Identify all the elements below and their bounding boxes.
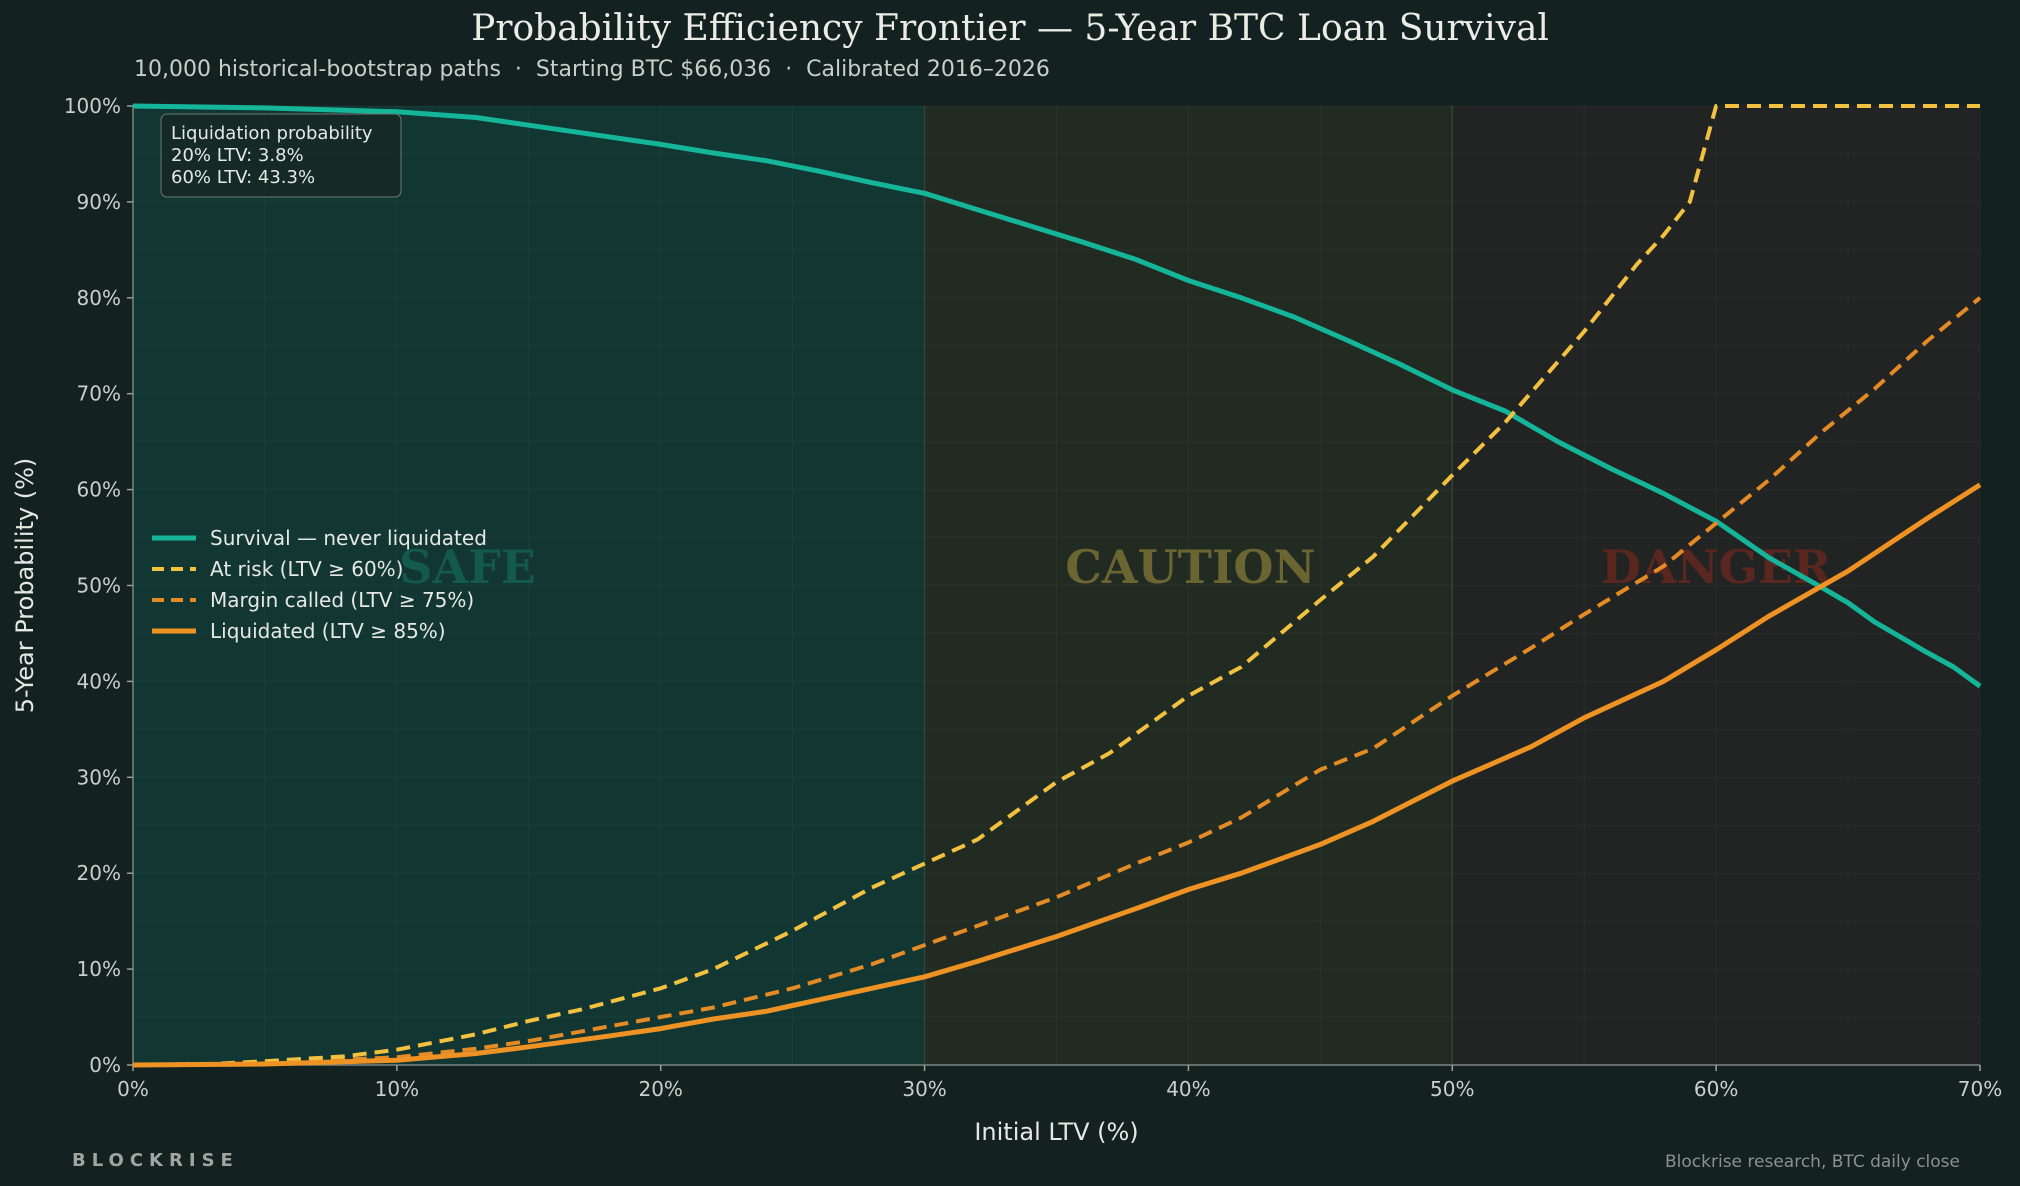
x-tick-label: 70% bbox=[1958, 1077, 2002, 1101]
zone-label-danger: DANGER bbox=[1601, 540, 1832, 594]
legend-label: Survival — never liquidated bbox=[210, 526, 487, 550]
y-tick-label: 0% bbox=[89, 1053, 121, 1077]
y-tick-label: 70% bbox=[77, 382, 121, 406]
y-tick-label: 40% bbox=[77, 669, 121, 693]
zone-caution bbox=[924, 106, 1453, 1065]
y-tick-label: 60% bbox=[77, 478, 121, 502]
legend-label: Liquidated (LTV ≥ 85%) bbox=[210, 619, 446, 643]
y-tick-label: 50% bbox=[77, 574, 121, 598]
y-axis-label: 5-Year Probability (%) bbox=[11, 458, 39, 714]
x-tick-label: 50% bbox=[1430, 1077, 1474, 1101]
x-axis-label: Initial LTV (%) bbox=[974, 1118, 1138, 1146]
annotation-box bbox=[160, 113, 402, 198]
series-line-margin-called bbox=[132, 296, 1982, 1067]
source-note: Blockrise research, BTC daily close bbox=[1665, 1152, 1960, 1172]
legend-label: Margin called (LTV ≥ 75%) bbox=[210, 588, 474, 612]
x-tick-label: 20% bbox=[638, 1077, 682, 1101]
zone-label-caution: CAUTION bbox=[1065, 540, 1315, 594]
chart-subtitle: 10,000 historical-bootstrap paths · Star… bbox=[134, 57, 1050, 82]
x-tick-label: 40% bbox=[1166, 1077, 1210, 1101]
series-line-survival bbox=[132, 103, 1982, 689]
zone-safe bbox=[133, 106, 925, 1065]
zone-danger bbox=[1452, 106, 1980, 1065]
y-tick-label: 20% bbox=[77, 861, 121, 885]
zone-label-safe: SAFE bbox=[399, 540, 536, 594]
x-tick-label: 10% bbox=[375, 1077, 419, 1101]
annotation-title: Liquidation probability bbox=[171, 123, 373, 144]
y-tick-label: 90% bbox=[77, 190, 121, 214]
y-tick-label: 100% bbox=[64, 94, 121, 118]
annotation-line-2: 60% LTV: 43.3% bbox=[171, 167, 315, 188]
x-tick-label: 30% bbox=[902, 1077, 946, 1101]
x-tick-label: 0% bbox=[117, 1077, 149, 1101]
y-tick-label: 80% bbox=[77, 286, 121, 310]
y-tick-label: 10% bbox=[77, 957, 121, 981]
brand-wordmark: BLOCKRISE bbox=[72, 1150, 239, 1171]
legend-label: At risk (LTV ≥ 60%) bbox=[210, 557, 404, 581]
x-tick-label: 60% bbox=[1694, 1077, 1738, 1101]
y-tick-label: 30% bbox=[77, 765, 121, 789]
annotation-line-1: 20% LTV: 3.8% bbox=[171, 145, 304, 166]
chart-title: Probability Efficiency Frontier — 5-Year… bbox=[471, 8, 1549, 49]
series-line-liquidated bbox=[132, 482, 1982, 1068]
series-line-at-risk bbox=[132, 104, 1980, 1067]
